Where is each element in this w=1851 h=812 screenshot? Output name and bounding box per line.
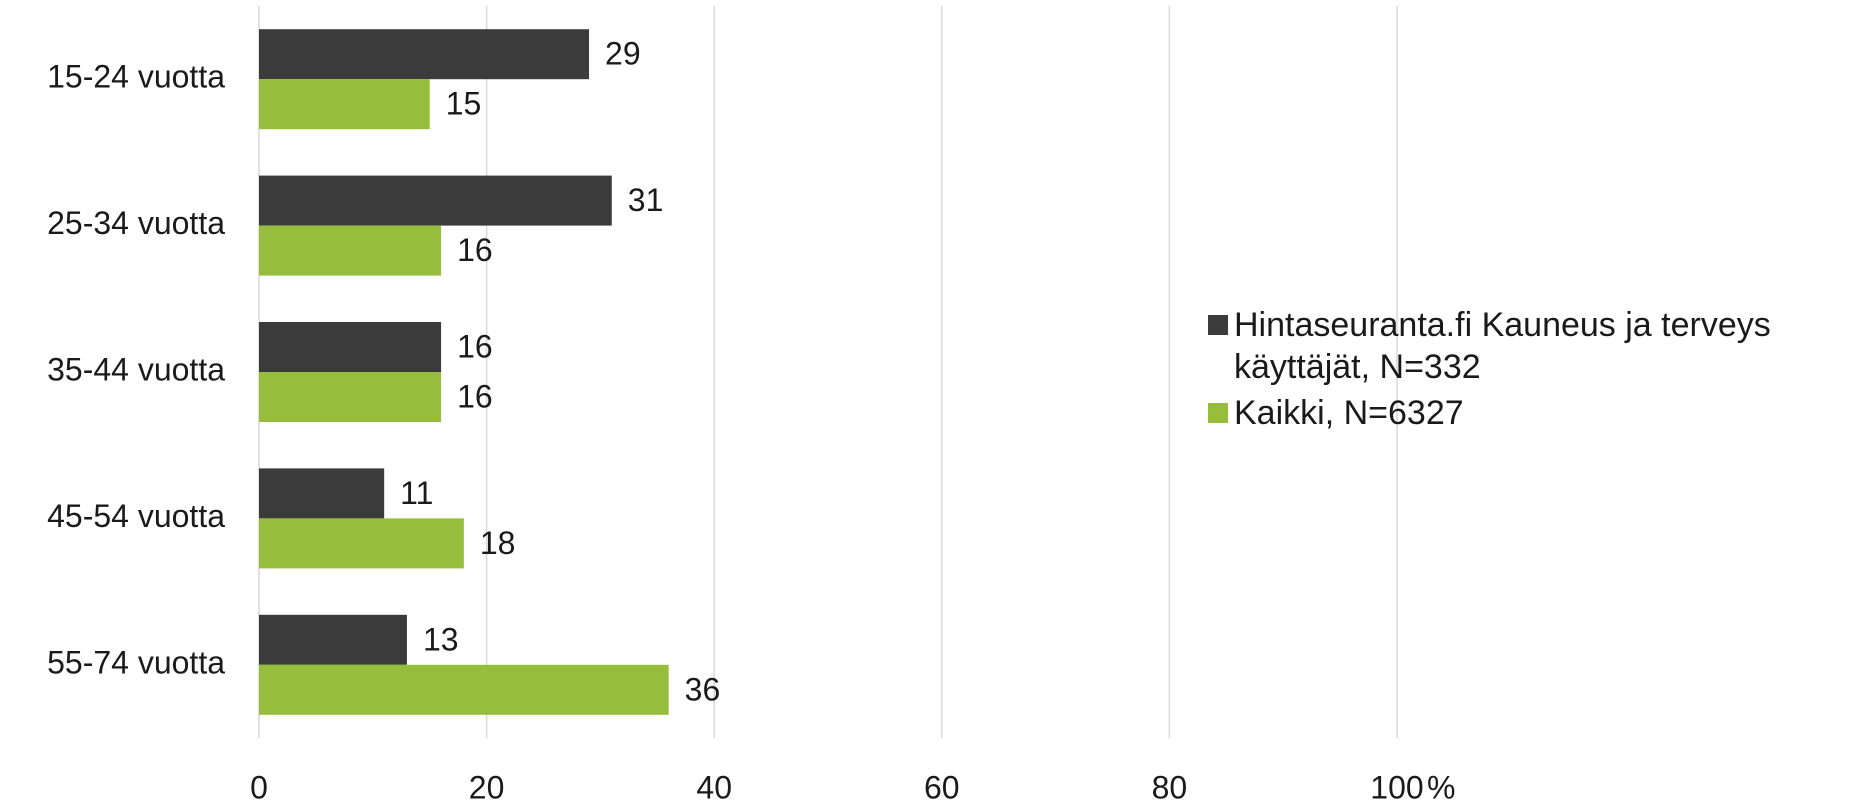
y-tick-label: 15-24 vuotta	[47, 59, 225, 95]
bar	[259, 175, 612, 226]
bar	[259, 614, 407, 665]
x-tick-label: 60	[924, 769, 960, 805]
legend-swatch	[1208, 403, 1228, 423]
legend-label: Kaikki, N=6327	[1234, 394, 1464, 432]
bar	[259, 468, 385, 519]
data-label: 11	[400, 475, 433, 511]
data-label: 13	[423, 621, 459, 657]
bar	[259, 322, 442, 372]
y-tick-label: 55-74 vuotta	[47, 644, 225, 680]
data-label: 31	[628, 182, 664, 218]
bar	[259, 225, 442, 276]
y-tick-label: 45-54 vuotta	[47, 498, 225, 534]
bar	[259, 79, 430, 130]
y-tick-label: 35-44 vuotta	[47, 351, 225, 387]
x-tick-label: 100	[1370, 769, 1423, 805]
x-tick-label: 40	[696, 769, 732, 805]
bar	[259, 518, 464, 569]
x-tick-label: 80	[1152, 769, 1188, 805]
data-label: 16	[457, 232, 493, 268]
data-label: 29	[605, 36, 641, 72]
legend-item: Hintaseuranta.fi Kauneus ja terveys käyt…	[1208, 304, 1828, 388]
bar	[259, 664, 669, 715]
data-label: 18	[480, 525, 516, 561]
bar	[259, 29, 590, 80]
data-label: 16	[457, 328, 493, 364]
data-label: 16	[457, 378, 493, 414]
x-tick-label: 0	[250, 769, 268, 805]
data-label: 36	[685, 671, 721, 707]
legend-swatch	[1208, 315, 1228, 335]
data-label: 15	[446, 86, 482, 122]
legend-item: Kaikki, N=6327	[1208, 392, 1828, 434]
x-axis-label: %	[1427, 769, 1455, 805]
legend: Hintaseuranta.fi Kauneus ja terveys käyt…	[1208, 304, 1828, 438]
y-tick-label: 25-34 vuotta	[47, 205, 225, 241]
x-tick-label: 20	[469, 769, 505, 805]
legend-label: Hintaseuranta.fi Kauneus ja terveys käyt…	[1234, 306, 1771, 386]
bar	[259, 372, 442, 422]
